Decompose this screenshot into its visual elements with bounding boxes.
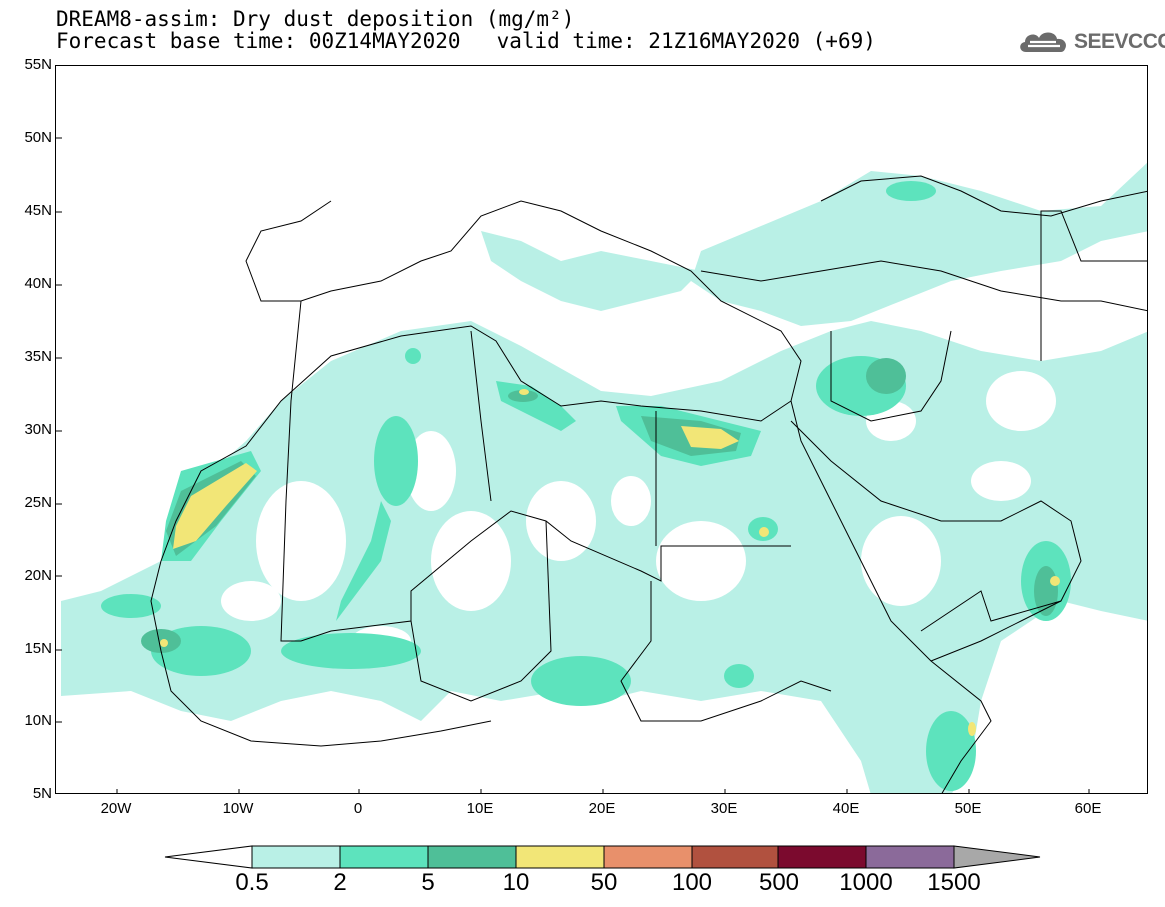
lon-label-40e: 40E [832, 800, 860, 817]
map-subtitle: Forecast base time: 00Z14MAY2020 valid ti… [56, 30, 876, 52]
legend-label-0-5: 0.5 [235, 869, 269, 896]
lat-label-25n: 25N [24, 494, 52, 511]
lon-label-20w: 20W [100, 800, 132, 817]
legend-swatch-10-50 [515, 845, 605, 869]
legend-swatch-100-500 [691, 845, 779, 869]
lat-label-35n: 35N [24, 348, 52, 365]
legend-label-1000: 1000 [839, 869, 893, 896]
legend-swatch-1000-1500 [865, 845, 955, 869]
legend-swatch-2-5 [339, 845, 429, 869]
legend-swatch-0-5-2 [251, 845, 341, 869]
lon-label-10e: 10E [466, 800, 494, 817]
legend-label-2: 2 [333, 869, 347, 896]
lon-label-20e: 20E [588, 800, 616, 817]
lat-label-50n: 50N [24, 129, 52, 146]
base-time-label: Forecast base time: 00Z14MAY2020 [56, 29, 461, 53]
lat-label-40n: 40N [24, 275, 52, 292]
dust-level-0-5 [61, 162, 1147, 793]
lon-label-60e: 60E [1074, 800, 1102, 817]
map-area [55, 65, 1148, 794]
dust-gaps [221, 371, 1056, 656]
lon-label-10w: 10W [222, 800, 254, 817]
lat-label-55n: 55N [24, 56, 52, 73]
lat-label-20n: 20N [24, 567, 52, 584]
lat-label-30n: 30N [24, 421, 52, 438]
legend-label-100: 100 [671, 869, 713, 896]
lat-label-45n: 45N [24, 202, 52, 219]
dust-level-10 [160, 389, 1060, 736]
map-title: DREAM8-assim: Dry dust deposition (mg/m²… [56, 7, 575, 31]
coastlines [150, 175, 1147, 793]
legend-swatch-5-10 [427, 845, 517, 869]
legend-label-10: 10 [502, 869, 530, 896]
legend-label-500: 500 [758, 869, 800, 896]
valid-time-label: valid time: 21Z16MAY2020 (+69) [496, 29, 876, 53]
axis-ticks [56, 137, 1090, 793]
lon-label-50e: 50E [954, 800, 982, 817]
legend-label-1500: 1500 [927, 869, 981, 896]
legend-swatch-500-1000 [777, 845, 867, 869]
seevccc-logo: SEEVCCC [1016, 26, 1165, 58]
lon-label-30e: 30E [710, 800, 738, 817]
color-legend-bar [164, 845, 1041, 869]
lat-label-10n: 10N [24, 712, 52, 729]
legend-swatch-below [164, 845, 253, 869]
legend-label-50: 50 [590, 869, 618, 896]
lon-label-0: 0 [353, 800, 363, 817]
lat-label-15n: 15N [24, 640, 52, 657]
legend-swatch-above [953, 845, 1041, 869]
logo-text: SEEVCCC [1074, 30, 1165, 53]
cloud-icon [1020, 32, 1067, 52]
dust-map [56, 137, 1147, 793]
legend-label-5: 5 [421, 869, 435, 896]
legend-swatch-50-100 [603, 845, 693, 869]
lat-label-5n: 5N [32, 785, 52, 802]
